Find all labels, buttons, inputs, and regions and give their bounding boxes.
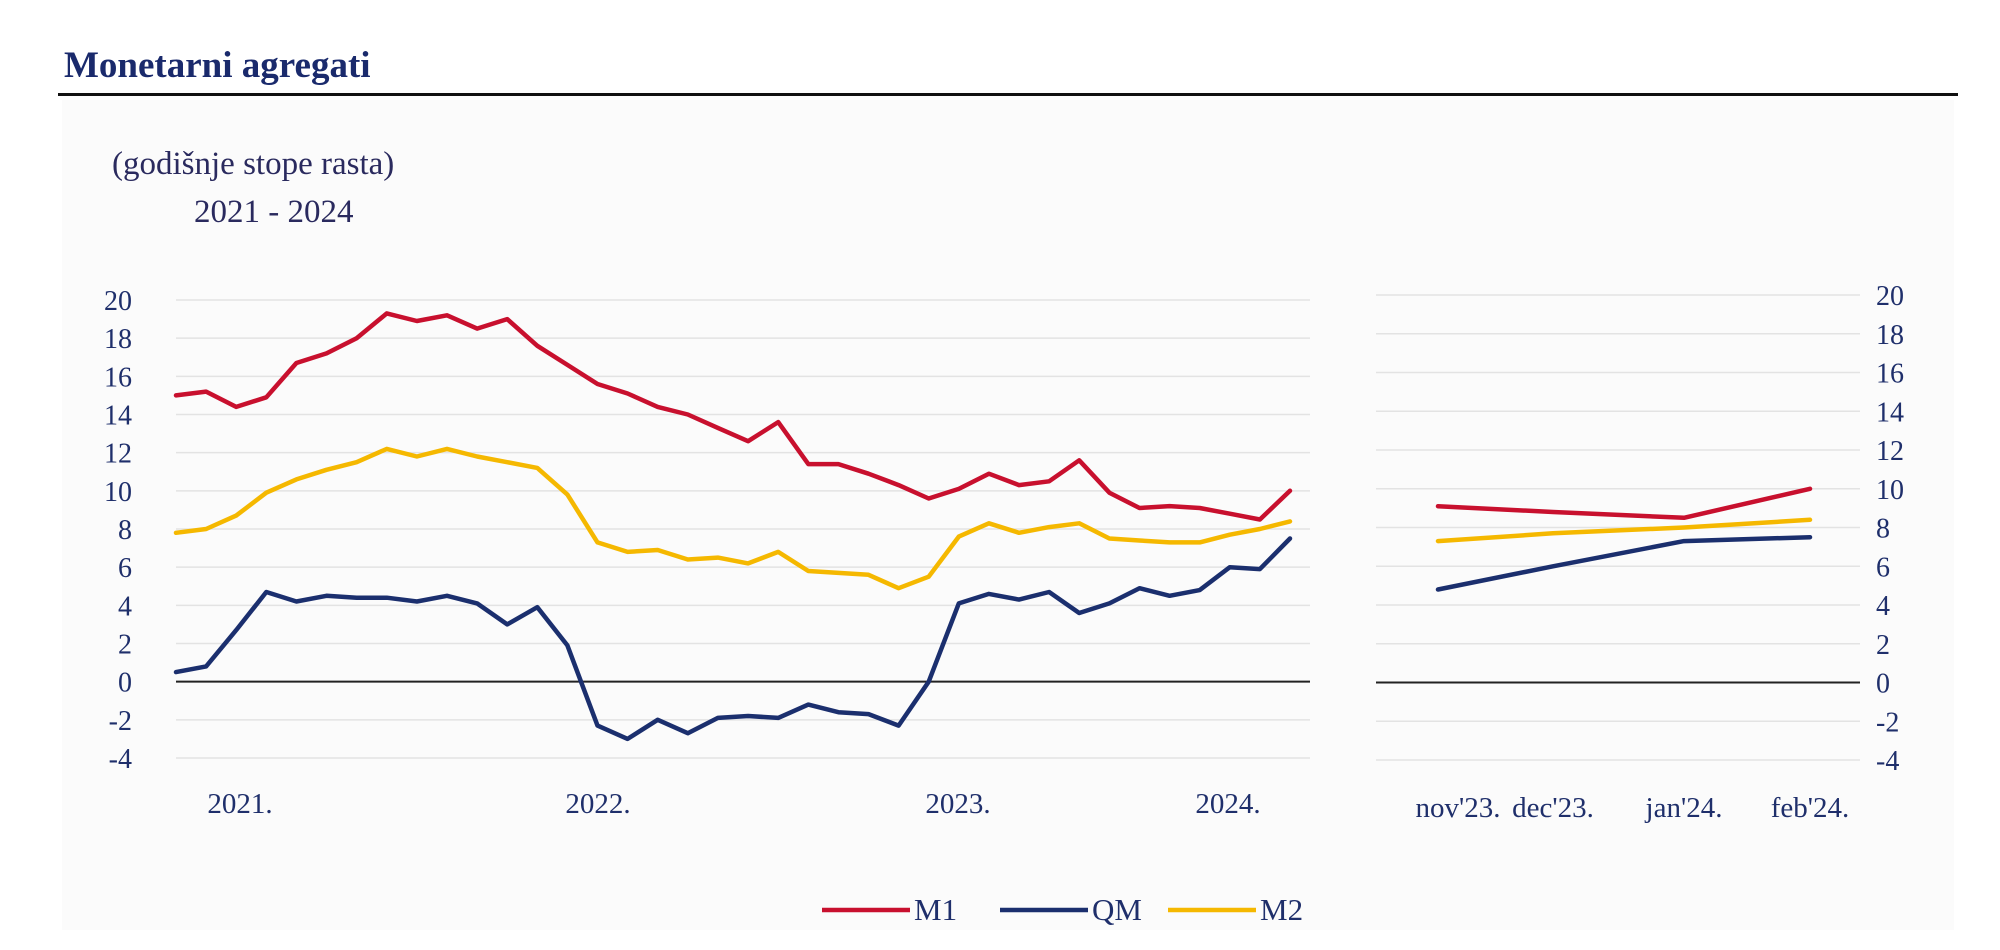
- x-tick-label: nov'23.: [1416, 792, 1501, 824]
- y-tick-label: 8: [118, 515, 132, 546]
- series-line-qm: [173, 536, 1293, 742]
- legend-label-m2: M2: [1260, 892, 1303, 927]
- series-line-m2: [173, 446, 1293, 591]
- y-tick-label: 10: [104, 477, 132, 508]
- x-tick-label: 2023.: [925, 788, 990, 820]
- y-tick-label: 14: [104, 401, 132, 432]
- y-tick-label: 10: [1876, 475, 1904, 506]
- y-tick-label: 0: [1876, 669, 1890, 700]
- y-tick-label: -2: [1876, 707, 1899, 738]
- y-tick-label: 16: [1876, 359, 1904, 390]
- y-tick-label: 4: [1876, 591, 1890, 622]
- series-line-m2: [1435, 517, 1813, 544]
- x-tick-label: 2022.: [565, 788, 630, 820]
- y-tick-label: 6: [1876, 552, 1890, 583]
- x-tick-label: jan'24.: [1645, 792, 1723, 824]
- y-tick-label: -4: [109, 744, 132, 775]
- series-line-qm: [1435, 534, 1813, 592]
- y-tick-label: 4: [118, 591, 132, 622]
- y-tick-label: 16: [104, 362, 132, 393]
- legend-label-qm: QM: [1092, 892, 1142, 927]
- y-tick-label: 0: [118, 668, 132, 699]
- title-divider: [58, 93, 1958, 96]
- y-tick-label: 12: [1876, 436, 1904, 467]
- y-tick-label: 18: [104, 324, 132, 355]
- y-tick-label: -4: [1876, 746, 1899, 777]
- y-tick-label: -2: [109, 706, 132, 737]
- y-tick-label: 20: [1876, 281, 1904, 312]
- y-tick-label: 14: [1876, 397, 1904, 428]
- series-line-m1: [1435, 486, 1813, 521]
- series-line-m1: [173, 311, 1293, 522]
- y-tick-label: 20: [104, 286, 132, 317]
- x-tick-label: 2024.: [1195, 788, 1260, 820]
- y-tick-label: 8: [1876, 514, 1890, 545]
- chart-subtitle: (godišnje stope rasta): [112, 146, 395, 182]
- x-tick-label: feb'24.: [1771, 792, 1850, 824]
- y-tick-label: 6: [118, 553, 132, 584]
- page-title: Monetarni agregati: [64, 45, 371, 86]
- y-tick-label: 2: [118, 630, 132, 661]
- chart-period: 2021 - 2024: [194, 194, 354, 230]
- y-tick-label: 18: [1876, 320, 1904, 351]
- legend-label-m1: M1: [914, 892, 957, 927]
- x-tick-label: dec'23.: [1512, 792, 1594, 824]
- y-tick-label: 12: [104, 439, 132, 470]
- x-tick-label: 2021.: [207, 788, 272, 820]
- y-tick-label: 2: [1876, 630, 1890, 661]
